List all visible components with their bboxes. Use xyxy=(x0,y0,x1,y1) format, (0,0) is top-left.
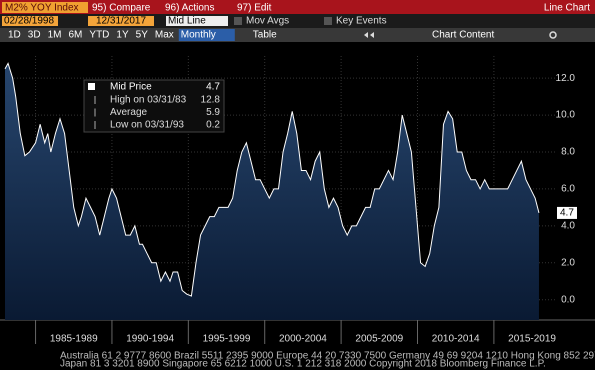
stat-value: 0.2 xyxy=(206,120,220,131)
y-tick-label: 4.0 xyxy=(561,220,575,231)
x-tick-label: 1990-1994 xyxy=(126,334,174,345)
period-bar xyxy=(0,28,595,42)
period-button[interactable]: YTD xyxy=(89,30,109,41)
x-tick-label: 1985-1989 xyxy=(50,334,98,345)
stat-value: 12.8 xyxy=(201,95,221,106)
y-tick-label: 10.0 xyxy=(556,110,576,121)
x-tick-label: 2000-2004 xyxy=(279,334,327,345)
stat-label: Average xyxy=(110,107,148,118)
end-date[interactable]: 12/31/2017 xyxy=(96,16,146,27)
gear-icon[interactable] xyxy=(549,31,557,39)
period-button[interactable]: 1M xyxy=(48,30,62,41)
y-tick-label: 6.0 xyxy=(561,184,575,195)
x-tick-label: 2005-2009 xyxy=(355,334,403,345)
period-button[interactable]: 1Y xyxy=(116,30,129,41)
checkbox[interactable] xyxy=(234,17,242,25)
y-tick-label: 8.0 xyxy=(561,147,575,158)
legend-swatch xyxy=(88,83,95,90)
legend-name: Mid Price xyxy=(110,82,152,93)
last-value-tag xyxy=(557,206,577,219)
legend-value: 4.7 xyxy=(206,82,220,93)
start-date[interactable]: 02/28/1998 xyxy=(4,16,54,27)
frequency[interactable]: Monthly xyxy=(181,30,216,41)
stat-label: Low on 03/31/93 xyxy=(110,120,184,131)
field-select[interactable] xyxy=(166,16,228,26)
checkbox[interactable] xyxy=(324,17,332,25)
x-tick-label: 2015-2019 xyxy=(508,334,556,345)
y-tick-label: 2.0 xyxy=(561,257,575,268)
period-button[interactable]: 5Y xyxy=(136,30,149,41)
date-field[interactable] xyxy=(2,16,58,26)
collapse-icon[interactable] xyxy=(364,32,368,38)
period-button[interactable]: 1D xyxy=(8,30,21,41)
frequency-select[interactable] xyxy=(178,29,235,41)
table-button[interactable]: Table xyxy=(253,30,277,41)
period-button[interactable]: Max xyxy=(155,30,174,41)
stat-value: 5.9 xyxy=(206,107,220,118)
footer-line: Japan 81 3 3201 8900 Singapore 65 6212 1… xyxy=(60,359,546,370)
x-tick-label: 2010-2014 xyxy=(432,334,480,345)
toolbar-button[interactable]: 95) Compare xyxy=(92,3,151,14)
view-name: Line Chart xyxy=(544,3,590,14)
period-button[interactable]: 6M xyxy=(69,30,83,41)
date-field[interactable] xyxy=(88,16,154,26)
toolbar-button[interactable]: 97) Edit xyxy=(237,3,272,14)
check-label[interactable]: Mov Avgs xyxy=(246,16,289,27)
collapse-icon[interactable] xyxy=(370,32,374,38)
footer-line: Australia 61 2 9777 8600 Brazil 5511 239… xyxy=(60,351,595,362)
toolbar-button[interactable]: 96) Actions xyxy=(165,3,214,14)
y-tick-label: 0.0 xyxy=(561,294,575,305)
last-value: 4.7 xyxy=(560,208,574,219)
legend xyxy=(83,79,225,133)
chart-content[interactable]: Chart Content xyxy=(432,30,494,41)
ticker: M2% YOY Index xyxy=(5,3,79,14)
check-label[interactable]: Key Events xyxy=(336,16,387,27)
field[interactable]: Mid Line xyxy=(168,16,206,27)
area xyxy=(5,63,539,321)
ticker-box xyxy=(2,2,88,13)
x-tick-label: 1995-1999 xyxy=(203,334,251,345)
period-button[interactable]: 3D xyxy=(28,30,41,41)
top-bar xyxy=(0,0,595,14)
y-tick-label: 12.0 xyxy=(556,73,576,84)
stat-label: High on 03/31/83 xyxy=(110,95,187,106)
line xyxy=(4,62,540,297)
